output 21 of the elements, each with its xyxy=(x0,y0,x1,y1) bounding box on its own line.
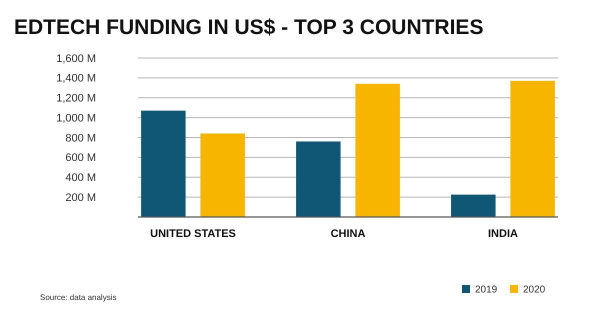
bar xyxy=(296,141,341,217)
x-tick-label: CHINA xyxy=(330,228,366,240)
y-tick-label: 600 M xyxy=(65,152,96,164)
y-tick-label: 400 M xyxy=(65,172,96,184)
y-tick-label: 800 M xyxy=(65,132,96,144)
source-note: Source: data analysis xyxy=(40,293,116,302)
y-tick-label: 1,000 M xyxy=(56,112,96,124)
y-tick-label: 1,400 M xyxy=(56,72,96,85)
y-tick-label: 1,200 M xyxy=(56,92,96,105)
legend-label: 2020 xyxy=(523,284,546,296)
legend-label: 2019 xyxy=(475,284,498,296)
x-tick-label: UNITED STATES xyxy=(150,228,236,240)
y-tick-label: 1,600 M xyxy=(56,52,96,65)
bar xyxy=(200,134,245,217)
bar xyxy=(355,84,400,217)
chart-title: EDTECH FUNDING IN US$ - TOP 3 COUNTRIES xyxy=(14,16,484,39)
y-tick-label: 200 M xyxy=(65,192,96,204)
x-tick-label: INDIA xyxy=(488,228,518,240)
bar xyxy=(510,80,555,217)
bar xyxy=(451,194,496,217)
bar xyxy=(141,110,186,217)
